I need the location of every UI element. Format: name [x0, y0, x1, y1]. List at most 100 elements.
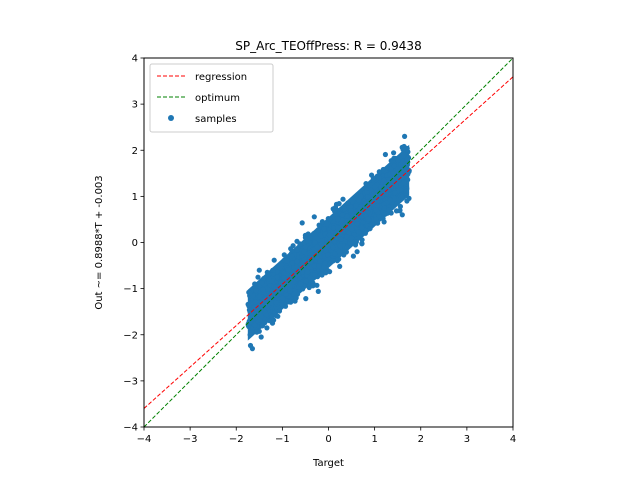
sample-cloud-dot	[403, 188, 409, 194]
sample-cloud-dot	[395, 178, 402, 184]
sample-cloud-dot	[252, 299, 259, 305]
sample-cloud-dot	[366, 205, 372, 211]
sample-cloud-dot	[330, 244, 336, 251]
legend-box	[149, 63, 274, 133]
sample-cloud-dot	[300, 260, 306, 266]
sample-cloud-dot	[337, 243, 343, 249]
y-tick-label: −1	[123, 284, 138, 295]
sample-point	[256, 267, 262, 273]
sample-cloud-dot	[300, 269, 306, 275]
sample-cloud	[245, 143, 412, 349]
sample-point	[316, 263, 322, 269]
sample-point	[270, 267, 276, 273]
sample-point	[399, 212, 405, 218]
sample-cloud-dot	[336, 201, 342, 207]
sample-cloud-dot	[401, 167, 407, 173]
y-tick-label: 2	[132, 146, 138, 157]
sample-point	[372, 184, 378, 190]
sample-cloud-dot	[252, 322, 258, 328]
sample-point	[349, 235, 355, 241]
sample-cloud-dot	[256, 293, 263, 300]
sample-cloud-dot	[356, 229, 362, 235]
sample-cloud-dot	[301, 248, 307, 255]
sample-cloud-dot	[327, 269, 333, 275]
x-tick-label: 2	[418, 434, 424, 445]
sample-cloud-dot	[315, 227, 321, 233]
sample-cloud-dot	[349, 226, 355, 232]
sample-cloud-dot	[314, 282, 320, 288]
sample-cloud-dot	[294, 247, 300, 253]
sample-cloud-dot	[392, 190, 398, 196]
sample-cloud-dot	[251, 304, 258, 310]
sample-point	[284, 258, 290, 264]
sample-cloud-dot	[393, 208, 400, 214]
sample-cloud-dot	[391, 150, 397, 156]
sample-cloud-dot	[266, 276, 272, 282]
chart-title: SP_Arc_TEOffPress: R = 0.9438	[235, 39, 421, 53]
x-tick-label: −2	[229, 434, 244, 445]
sample-cloud-dot	[399, 174, 405, 180]
sample-cloud-dot	[340, 196, 346, 202]
sample-cloud-dot	[338, 236, 344, 242]
sample-point	[376, 175, 382, 181]
sample-point	[399, 193, 405, 199]
sample-point	[289, 253, 295, 259]
sample-cloud-dot	[339, 217, 345, 223]
sample-cloud-dot	[374, 203, 380, 209]
sample-cloud-dot	[255, 274, 261, 280]
sample-cloud-dot	[331, 225, 337, 231]
sample-cloud-dot	[332, 251, 338, 257]
sample-cloud-dot	[375, 220, 381, 226]
sample-point	[335, 216, 341, 222]
sample-cloud-dot	[345, 200, 351, 206]
x-axis-label: Target	[312, 458, 344, 469]
y-tick-label: −2	[123, 330, 138, 341]
sample-cloud-dot	[327, 216, 333, 222]
sample-cloud-dot	[350, 253, 356, 259]
sample-cloud-dot	[287, 283, 293, 289]
y-axis-label: Out ~= 0.8988*T + -0.003	[94, 175, 105, 309]
sample-point	[344, 244, 350, 250]
y-tick-label: −3	[123, 376, 138, 387]
legend-regression-label: regression	[195, 72, 247, 83]
sample-cloud-dot	[274, 293, 280, 299]
sample-point	[307, 235, 313, 241]
sample-cloud-dot	[383, 191, 389, 197]
sample-cloud-dot	[341, 252, 347, 258]
sample-cloud-dot	[264, 325, 270, 331]
x-tick-label: 0	[325, 434, 331, 445]
sample-cloud-dot	[276, 308, 283, 314]
sample-point	[275, 313, 281, 319]
sample-point	[252, 281, 258, 287]
sample-cloud-dot	[312, 239, 318, 246]
sample-cloud-dot	[252, 315, 258, 321]
legend-samples-label: samples	[195, 114, 237, 125]
sample-cloud-dot	[294, 272, 300, 278]
sample-cloud-dot	[365, 194, 371, 200]
sample-cloud-dot	[271, 257, 277, 263]
sample-cloud-dot	[370, 176, 376, 182]
sample-cloud-dot	[294, 258, 300, 265]
sample-cloud-dot	[311, 214, 317, 220]
sample-cloud-dot	[381, 177, 387, 183]
sample-point	[358, 193, 364, 199]
sample-cloud-dot	[259, 323, 265, 329]
sample-cloud-dot	[359, 225, 365, 231]
y-axis: −4 −3 −2 −1 0 1 2 3 4	[123, 54, 144, 434]
sample-cloud-dot	[266, 318, 273, 324]
sample-cloud-dot	[354, 249, 360, 255]
x-axis: −4 −3 −2 −1 0 1 2 3 4	[137, 427, 516, 445]
legend-optimum-label: optimum	[195, 93, 240, 104]
optimum-line	[144, 58, 513, 427]
sample-cloud-dot	[264, 300, 270, 306]
sample-cloud-dot	[341, 206, 348, 212]
sample-cloud-dot	[400, 147, 406, 153]
sample-cloud-dot	[385, 177, 391, 183]
sample-point	[302, 244, 308, 250]
sample-cloud-dot	[303, 278, 309, 284]
sample-cloud-dot	[395, 157, 401, 163]
sample-point	[298, 281, 304, 287]
sample-point	[362, 230, 368, 236]
sample-point	[293, 295, 299, 301]
sample-cloud-dot	[381, 201, 387, 207]
